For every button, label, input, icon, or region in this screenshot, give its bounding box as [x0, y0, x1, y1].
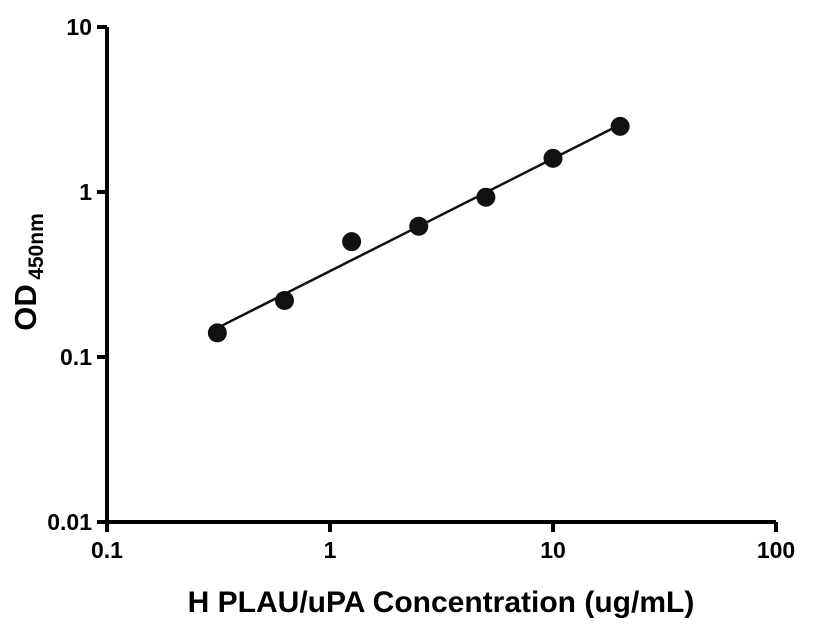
data-point [409, 216, 429, 236]
y-axis-tick-label: 0.1 [60, 344, 92, 370]
y-axis-title-main: OD [8, 284, 43, 331]
x-axis-tick-label: 1 [324, 537, 337, 563]
y-axis-title: OD 450nm [8, 213, 48, 331]
data-point [274, 291, 294, 311]
y-axis-tick-label: 1 [79, 179, 92, 205]
data-point [207, 323, 227, 343]
data-point [610, 116, 630, 136]
x-axis-tick-label: 100 [757, 537, 795, 563]
y-axis-title-sub: 450nm [25, 213, 48, 280]
data-point [476, 187, 496, 207]
data-point [342, 232, 362, 252]
y-axis-tick-label: 10 [66, 14, 92, 40]
x-axis-title: H PLAU/uPA Concentration (ug/mL) [188, 586, 695, 619]
data-point [543, 148, 563, 168]
x-axis-tick-label: 10 [540, 537, 566, 563]
x-axis-tick-label: 0.1 [91, 537, 123, 563]
axes-frame [105, 27, 776, 524]
y-axis-tick-label: 0.01 [47, 509, 92, 535]
